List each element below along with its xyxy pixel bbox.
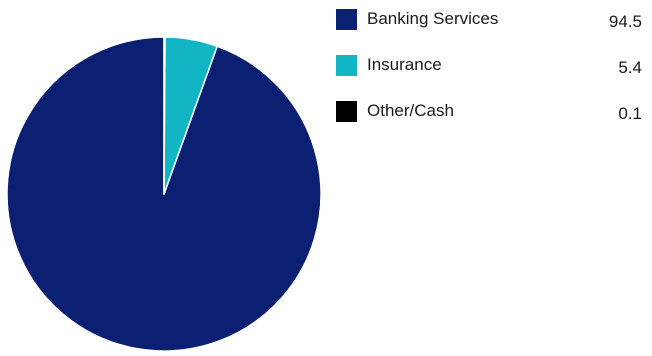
legend-swatch-banking-services <box>336 9 357 30</box>
legend-label: Other/Cash <box>367 101 454 120</box>
legend-label: Banking Services <box>367 9 499 28</box>
legend-label: Insurance <box>367 55 442 74</box>
pie-chart <box>6 36 322 352</box>
legend-swatch-other-cash <box>336 101 357 122</box>
legend-item-other-cash: Other/Cash 0.1 <box>336 98 652 144</box>
legend-item-banking-services: Banking Services 94.5 <box>336 6 652 52</box>
legend-value: 0.1 <box>618 104 642 123</box>
legend-swatch-insurance <box>336 55 357 76</box>
legend: Banking Services 94.5 Insurance 5.4 Othe… <box>336 6 652 144</box>
legend-item-insurance: Insurance 5.4 <box>336 52 652 98</box>
legend-value: 5.4 <box>618 58 642 77</box>
legend-value: 94.5 <box>608 12 642 31</box>
pie-slice-other-cash <box>163 36 166 195</box>
